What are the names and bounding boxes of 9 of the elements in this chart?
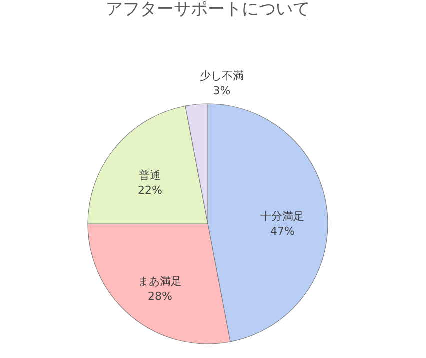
slice-label: まあ満足 [138, 274, 182, 288]
data-label: 3% [213, 84, 231, 98]
slice-label: 十分満足 [260, 210, 305, 223]
slice-label: 少し不満 [200, 70, 244, 83]
chart-title: アフターサポートについて [106, 0, 310, 20]
data-label: 22% [138, 184, 162, 198]
slice-label: 普通 [139, 169, 162, 182]
data-label: 28% [148, 290, 172, 303]
data-label: 47% [270, 224, 295, 238]
